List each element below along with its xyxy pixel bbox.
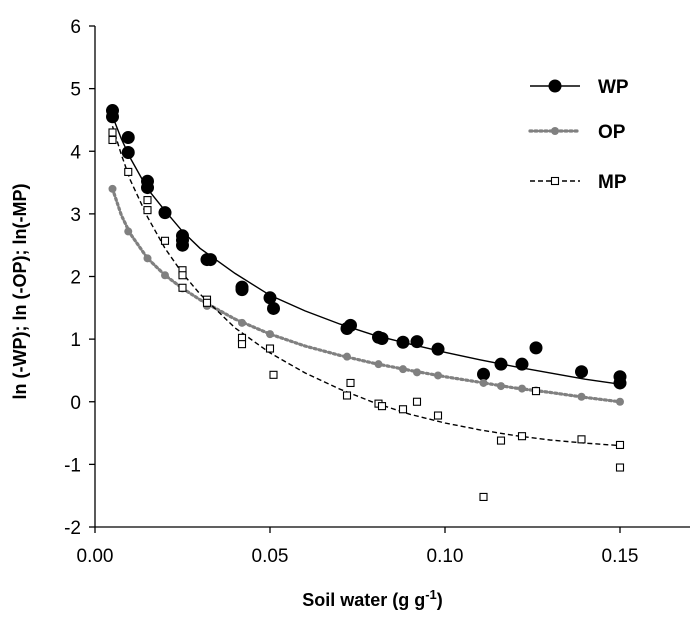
point-mp: [433, 411, 443, 420]
point-wp: [267, 301, 280, 315]
x-axis-title-superscript: -1: [425, 587, 437, 602]
point-op: [124, 227, 133, 236]
point-mp: [398, 405, 408, 414]
x-axis-title-end: ): [437, 590, 443, 610]
point-wp: [176, 238, 189, 252]
point-op: [108, 184, 117, 193]
legend-label: MP: [598, 172, 627, 193]
point-wp: [410, 335, 424, 349]
point-wp: [431, 342, 445, 356]
point-wp: [375, 331, 389, 345]
fit-line-op: [110, 187, 622, 404]
point-wp: [494, 357, 508, 371]
point-mp: [615, 463, 625, 472]
point-op: [518, 384, 526, 393]
y-tick-label: 2: [70, 268, 81, 289]
point-mp: [346, 378, 355, 388]
y-tick-label: -1: [64, 455, 81, 476]
point-wp: [106, 110, 119, 124]
y-tick-label: -2: [64, 518, 81, 539]
series-wp: [106, 104, 627, 390]
legend-label: OP: [598, 122, 626, 143]
point-op: [399, 365, 407, 374]
y-tick-label: 1: [70, 330, 81, 351]
point-wp: [204, 253, 217, 267]
legend-item-mp: MP: [530, 172, 627, 193]
point-mp: [377, 402, 387, 411]
legend: WP OP MP: [528, 77, 629, 193]
point-op: [497, 382, 505, 391]
point-op: [374, 360, 383, 369]
point-mp: [496, 436, 506, 445]
point-mp: [577, 435, 586, 444]
fit-line-wp: [111, 115, 621, 385]
legend-marker: [551, 127, 559, 135]
y-tick-label: 4: [70, 142, 81, 163]
y-tick-label: 6: [70, 17, 81, 38]
point-wp: [477, 367, 490, 381]
point-mp: [178, 283, 187, 292]
point-mp: [531, 387, 541, 396]
legend-item-op: OP: [528, 122, 626, 143]
point-wp: [575, 365, 588, 379]
point-wp: [158, 206, 172, 220]
legend-label: WP: [598, 77, 629, 98]
point-mp: [517, 432, 527, 441]
y-axis-title: ln (-WP); ln (-OP); ln(-MP): [10, 184, 30, 400]
point-op: [616, 397, 624, 406]
point-mp: [412, 397, 422, 406]
point-mp: [269, 370, 278, 379]
x-tick-label: 0.15: [602, 546, 639, 567]
x-tick-label: 0.05: [252, 546, 289, 567]
point-mp: [237, 340, 247, 349]
point-op: [238, 318, 246, 327]
point-mp: [342, 391, 352, 400]
point-mp: [108, 128, 117, 137]
point-mp: [143, 196, 152, 205]
y-tick-label: 3: [70, 205, 81, 226]
point-wp: [396, 335, 410, 349]
point-mp: [615, 440, 625, 450]
point-op: [413, 368, 421, 377]
point-op: [143, 254, 152, 263]
point-op: [577, 392, 586, 401]
point-wp: [141, 181, 154, 195]
legend-marker: [548, 79, 562, 93]
point-mp: [108, 135, 117, 145]
point-mp: [143, 206, 152, 215]
series: [106, 104, 627, 501]
point-mp: [160, 236, 170, 245]
point-op: [266, 330, 274, 339]
point-wp: [515, 357, 529, 371]
point-wp: [121, 146, 135, 160]
x-axis-title-main: Soil water (g g: [302, 590, 425, 610]
point-mp: [479, 492, 488, 501]
x-tick-label: 0.00: [77, 546, 114, 567]
series-mp: [108, 125, 625, 501]
point-mp: [202, 298, 212, 307]
legend-marker: [550, 176, 560, 186]
point-wp: [529, 341, 543, 355]
point-op: [343, 352, 351, 361]
legend-item-wp: WP: [530, 77, 629, 98]
x-tick-label: 0.10: [427, 546, 464, 567]
point-mp: [178, 271, 187, 280]
point-wp: [235, 283, 249, 297]
point-wp: [613, 376, 627, 390]
point-mp: [265, 344, 275, 353]
fit-line-mp: [111, 125, 621, 447]
y-tick-label: 0: [70, 393, 81, 414]
point-op: [479, 378, 488, 387]
ticks: -2 -1 0 1 2 3 4 5 6 0.00 0.05 0.10 0.15: [64, 17, 638, 567]
point-wp: [344, 318, 357, 332]
x-axis-title: Soil water (g g-1): [302, 587, 443, 610]
point-op: [161, 271, 169, 280]
point-mp: [124, 167, 133, 176]
point-wp: [263, 291, 277, 305]
point-wp: [121, 130, 135, 144]
point-op: [434, 371, 442, 380]
y-tick-label: 5: [70, 80, 81, 101]
